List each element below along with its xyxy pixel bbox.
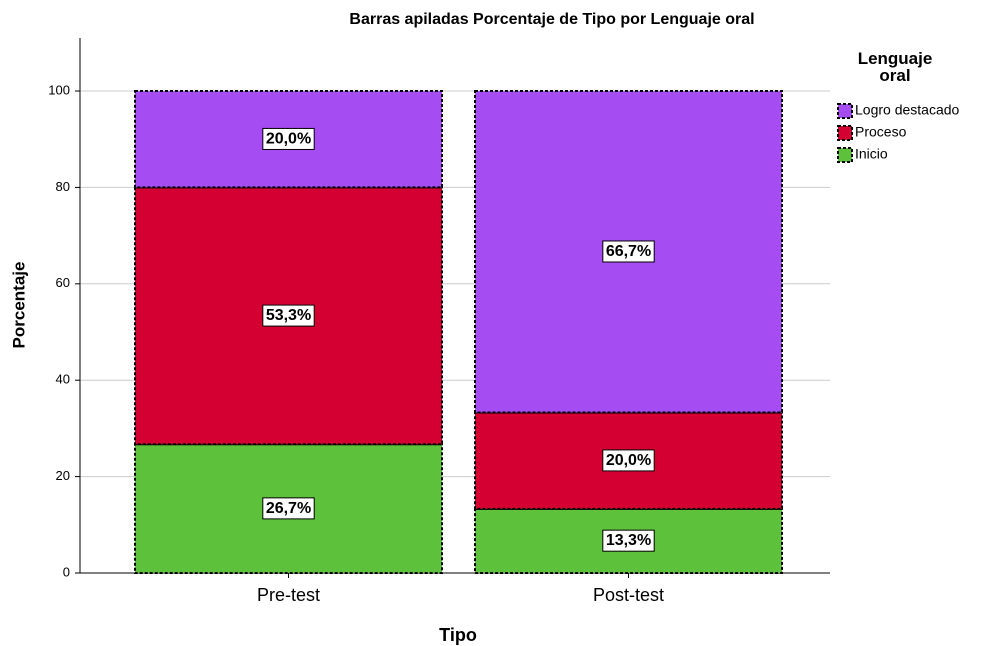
- data-label-text: 20,0%: [266, 130, 311, 147]
- legend-label: Inicio: [855, 146, 888, 162]
- legend-swatch: [837, 125, 853, 141]
- data-label-text: 20,0%: [606, 452, 651, 469]
- y-tick-label: 60: [56, 275, 70, 290]
- data-label-box: [602, 240, 655, 263]
- y-tick-label: 80: [56, 179, 70, 194]
- x-axis-label: Tipo: [439, 625, 477, 645]
- data-label-box: [602, 449, 655, 472]
- data-label: 20,0%: [262, 127, 315, 150]
- data-label: 66,7%: [602, 240, 655, 263]
- data-label-text: 66,7%: [606, 243, 651, 260]
- y-axis-label: Porcentaje: [9, 262, 28, 349]
- bar-segment: [474, 411, 783, 510]
- x-tick-label: Pre-test: [257, 585, 320, 605]
- data-label-box: [262, 304, 315, 327]
- data-label: 26,7%: [262, 497, 315, 520]
- legend-label: Proceso: [855, 124, 907, 140]
- legend-swatch: [837, 147, 853, 163]
- legend-label: Logro destacado: [855, 102, 960, 118]
- data-label-box: [262, 497, 315, 520]
- x-tick-label: Post-test: [593, 585, 664, 605]
- data-label-box: [602, 529, 655, 552]
- data-label: 53,3%: [262, 304, 315, 327]
- data-label-text: 53,3%: [266, 307, 311, 324]
- data-label: 13,3%: [602, 529, 655, 552]
- data-label-text: 13,3%: [606, 532, 651, 549]
- data-label: 20,0%: [602, 449, 655, 472]
- y-tick-label: 40: [56, 372, 70, 387]
- legend-swatch: [837, 103, 853, 119]
- y-tick-label: 100: [48, 82, 70, 97]
- y-tick-label: 0: [63, 564, 70, 579]
- legend-title: Lenguaje oral: [857, 49, 933, 85]
- chart-title: Barras apiladas Porcentaje de Tipo por L…: [349, 11, 754, 28]
- data-label-box: [262, 127, 315, 150]
- y-tick-label: 20: [56, 468, 70, 483]
- data-label-text: 26,7%: [266, 500, 311, 517]
